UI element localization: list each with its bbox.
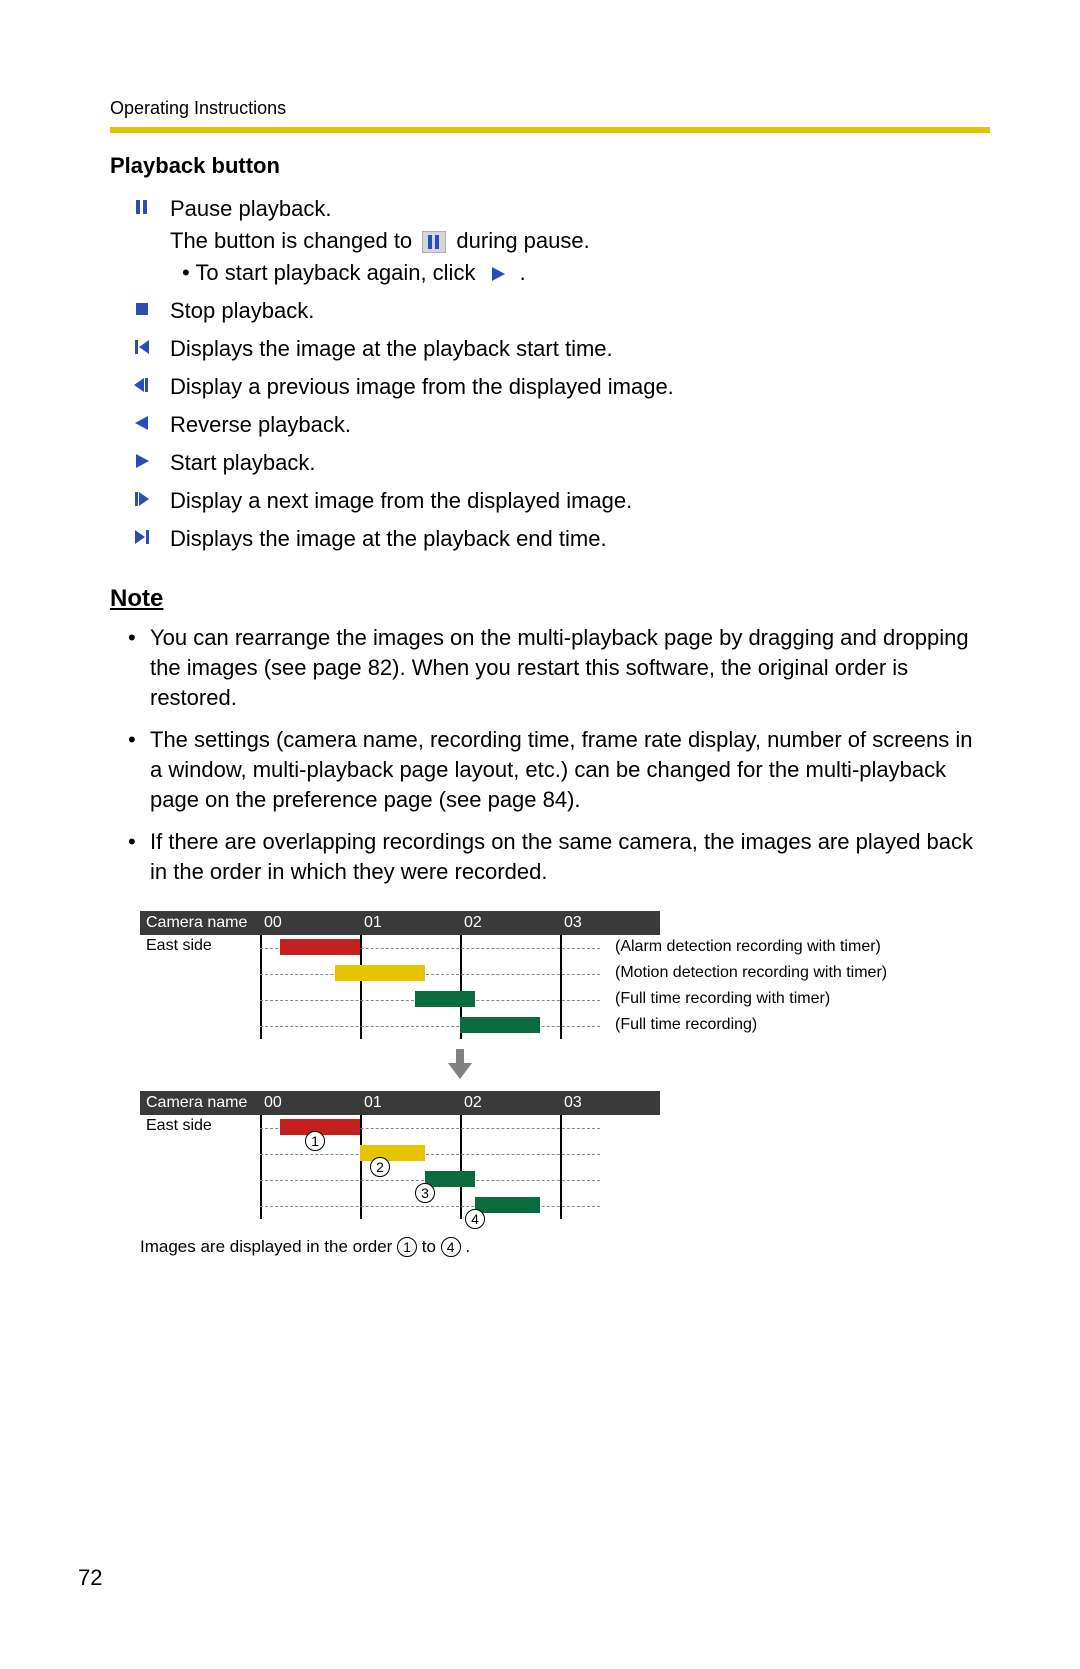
button-description: Stop playback. [170,295,314,327]
caption-num-from: 1 [397,1237,417,1257]
recording-type-label: (Full time recording) [615,1016,757,1034]
reverse-icon [130,412,154,434]
running-header: Operating Instructions [110,98,990,119]
recording-bar [460,1017,540,1033]
playback-button-list: Pause playback.The button is changed to … [110,193,990,555]
playback-button-row: Displays the image at the playback start… [130,333,990,365]
timeline-row: 4 [140,1193,660,1219]
section-title: Playback button [110,153,990,179]
unpause-icon [421,231,447,253]
playback-button-row: Start playback. [130,447,990,479]
timeline-top: Camera name00010203East side(Alarm detec… [140,911,660,1039]
button-description: Start playback. [170,447,316,479]
diagram-caption: Images are displayed in the order 1 to 4… [140,1237,990,1257]
skip-end-icon [130,526,154,548]
note-heading: Note [110,585,990,613]
recording-bar [475,1197,540,1213]
tick-label: 01 [360,914,460,932]
play-icon [130,450,154,472]
timeline-row: 3 [140,1167,660,1193]
button-description: Display a next image from the displayed … [170,485,632,517]
timeline-row: (Motion detection recording with timer) [140,961,660,987]
button-description: Displays the image at the playback start… [170,333,613,365]
skip-start-icon [130,336,154,358]
button-description: Reverse playback. [170,409,351,441]
step-back-icon [130,374,154,396]
recording-type-label: (Full time recording with timer) [615,990,830,1008]
recording-bar [360,1145,425,1161]
playback-button-row: Pause playback.The button is changed to … [130,193,990,289]
timeline-row: (Full time recording) [140,1013,660,1039]
timeline-header: Camera name00010203 [140,1091,660,1115]
header-rule [110,127,990,133]
manual-page: Operating Instructions Playback button P… [0,0,1080,1669]
tick-label: 02 [460,914,560,932]
playback-button-row: Display a previous image from the displa… [130,371,990,403]
note-item: If there are overlapping recordings on t… [140,827,990,887]
recording-type-label: (Alarm detection recording with timer) [615,938,881,956]
tick-label: 03 [560,914,660,932]
timeline-row: 2 [140,1141,660,1167]
tick-label: 00 [260,1094,360,1112]
caption-to-word: to [422,1237,441,1256]
tick-label: 02 [460,1094,560,1112]
recording-type-label: (Motion detection recording with timer) [615,964,887,982]
caption-prefix: Images are displayed in the order [140,1237,397,1256]
timeline-header: Camera name00010203 [140,911,660,935]
caption-num-to: 4 [441,1237,461,1257]
arrow-down-icon [440,1045,480,1085]
camera-label: East side [146,1117,256,1135]
play-icon [485,263,511,285]
playback-button-row: Displays the image at the playback end t… [130,523,990,555]
step-forward-icon [130,488,154,510]
button-description: Pause playback.The button is changed to … [170,193,590,289]
button-description: Display a previous image from the displa… [170,371,674,403]
recording-bar [415,991,475,1007]
col-camera-name: Camera name [140,1094,260,1112]
recording-bar [280,939,360,955]
recording-bar [425,1171,475,1187]
timeline-row: East side(Alarm detection recording with… [140,935,660,961]
camera-label: East side [146,937,256,955]
stop-icon [130,298,154,320]
note-item: The settings (camera name, recording tim… [140,725,990,815]
page-number: 72 [78,1565,102,1591]
order-badge: 4 [465,1209,485,1229]
col-camera-name: Camera name [140,914,260,932]
timeline-row: East side1 [140,1115,660,1141]
tick-label: 03 [560,1094,660,1112]
note-list: You can rearrange the images on the mult… [140,623,990,887]
pause-icon [130,196,154,218]
caption-suffix: . [465,1237,470,1256]
timeline-row: (Full time recording with timer) [140,987,660,1013]
playback-button-row: Stop playback. [130,295,990,327]
button-description: Displays the image at the playback end t… [170,523,607,555]
tick-label: 00 [260,914,360,932]
timeline-bottom: Camera name00010203East side1234 [140,1091,660,1219]
timeline-diagrams: Camera name00010203East side(Alarm detec… [140,911,990,1219]
recording-bar [335,965,425,981]
note-item: You can rearrange the images on the mult… [140,623,990,713]
playback-button-row: Display a next image from the displayed … [130,485,990,517]
playback-button-row: Reverse playback. [130,409,990,441]
tick-label: 01 [360,1094,460,1112]
